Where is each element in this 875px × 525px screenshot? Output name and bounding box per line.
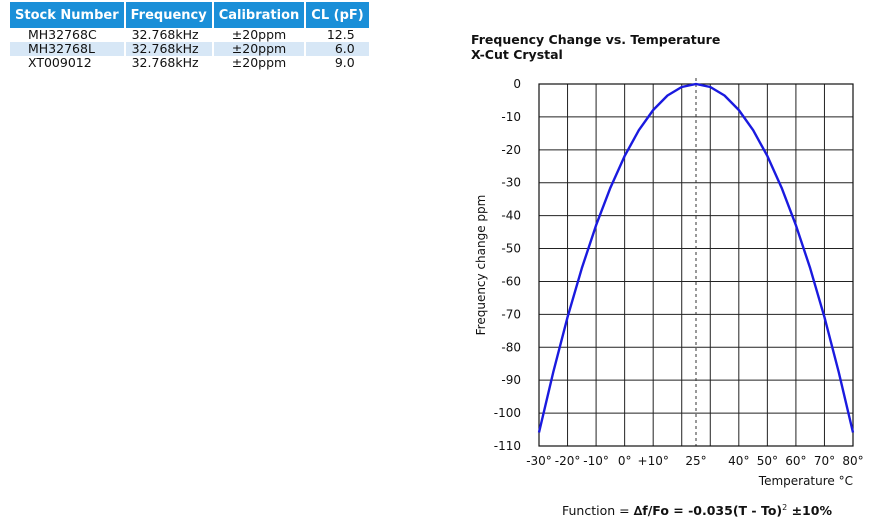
header-stock-number: Stock Number [10,2,124,28]
x-axis-label: Temperature °C [758,474,853,488]
y-tick-label: -90 [501,373,521,387]
cell-calibration: ±20ppm [231,55,287,70]
formula-exponent: 2 [782,503,788,512]
table-header-row: Stock Number Frequency Calibration CL (p… [10,2,369,28]
y-tick-label: -60 [501,274,521,288]
table-row: MH32768L 32.768kHz ±20ppm 6.0 [10,42,369,56]
x-tick-label: 80° [842,454,863,468]
chart-title: Frequency Change vs. Temperature [471,32,721,47]
table-row: MH32768C 32.768kHz ±20ppm 12.5 [10,28,369,42]
chart-title-block: Frequency Change vs. Temperature X-Cut C… [471,32,720,62]
series-line [537,82,855,433]
y-tick-label: -100 [494,406,521,420]
y-tick-label: -110 [494,439,521,453]
y-axis-label: Frequency change ppm [474,195,488,336]
cell-calibration: ±20ppm [231,27,287,42]
cell-stock-number: MH32768L [10,42,124,56]
table-row: XT009012 32.768kHz ±20ppm 9.0 [10,56,369,70]
x-tick-label: +10° [638,454,669,468]
y-tick-label: -10 [501,110,521,124]
x-tick-label: 0° [618,454,632,468]
y-tick-label: -50 [501,242,521,256]
formula-suffix: ±10% [787,503,832,519]
x-tick-labels: -30° -20° -10° 0° +10° 25° 40° 50° 60° 70° 80° [526,454,863,468]
y-tick-label: -40 [501,209,521,223]
x-tick-label: -30° [526,454,552,468]
x-tick-label: -20° [555,454,581,468]
cell-calibration: ±20ppm [213,42,305,56]
function-formula: Function = ∆f/Fo = -0.035(T - To)2 ±10% [562,503,832,518]
cell-cl: 9.0 [334,55,355,70]
x-tick-label: 50° [757,454,778,468]
formula-prefix: Function = [562,503,634,519]
y-tick-label: -30 [501,176,521,190]
header-cl: CL (pF) [306,2,369,28]
x-tick-label: 60° [785,454,806,468]
header-calibration: Calibration [213,2,305,28]
x-tick-label: 70° [814,454,835,468]
cell-cl: 6.0 [306,42,369,56]
crystal-spec-table: Stock Number Frequency Calibration CL (p… [8,2,371,70]
formula-main: ∆f/Fo = -0.035(T - To) [633,503,783,519]
cell-cl: 12.5 [326,27,355,42]
y-tick-label: 0 [513,77,521,91]
y-tick-labels: 0 -10 -20 -30 -40 -50 -60 -70 -80 -90 -100 -110 [494,77,521,453]
chart-subtitle: X-Cut Crystal [471,47,563,62]
cell-stock-number: XT009012 [28,55,92,70]
cell-frequency: 32.768kHz [131,55,199,70]
y-tick-label: -70 [501,307,521,321]
cell-frequency: 32.768kHz [131,27,199,42]
y-tick-label: -20 [501,143,521,157]
cell-frequency: 32.768kHz [125,42,212,56]
x-tick-label: -10° [583,454,609,468]
y-tick-label: -80 [501,340,521,354]
x-tick-label: 25° [685,454,706,468]
x-tick-label: 40° [728,454,749,468]
cell-stock-number: MH32768C [28,27,97,42]
header-frequency: Frequency [125,2,212,28]
series-group [537,82,855,433]
